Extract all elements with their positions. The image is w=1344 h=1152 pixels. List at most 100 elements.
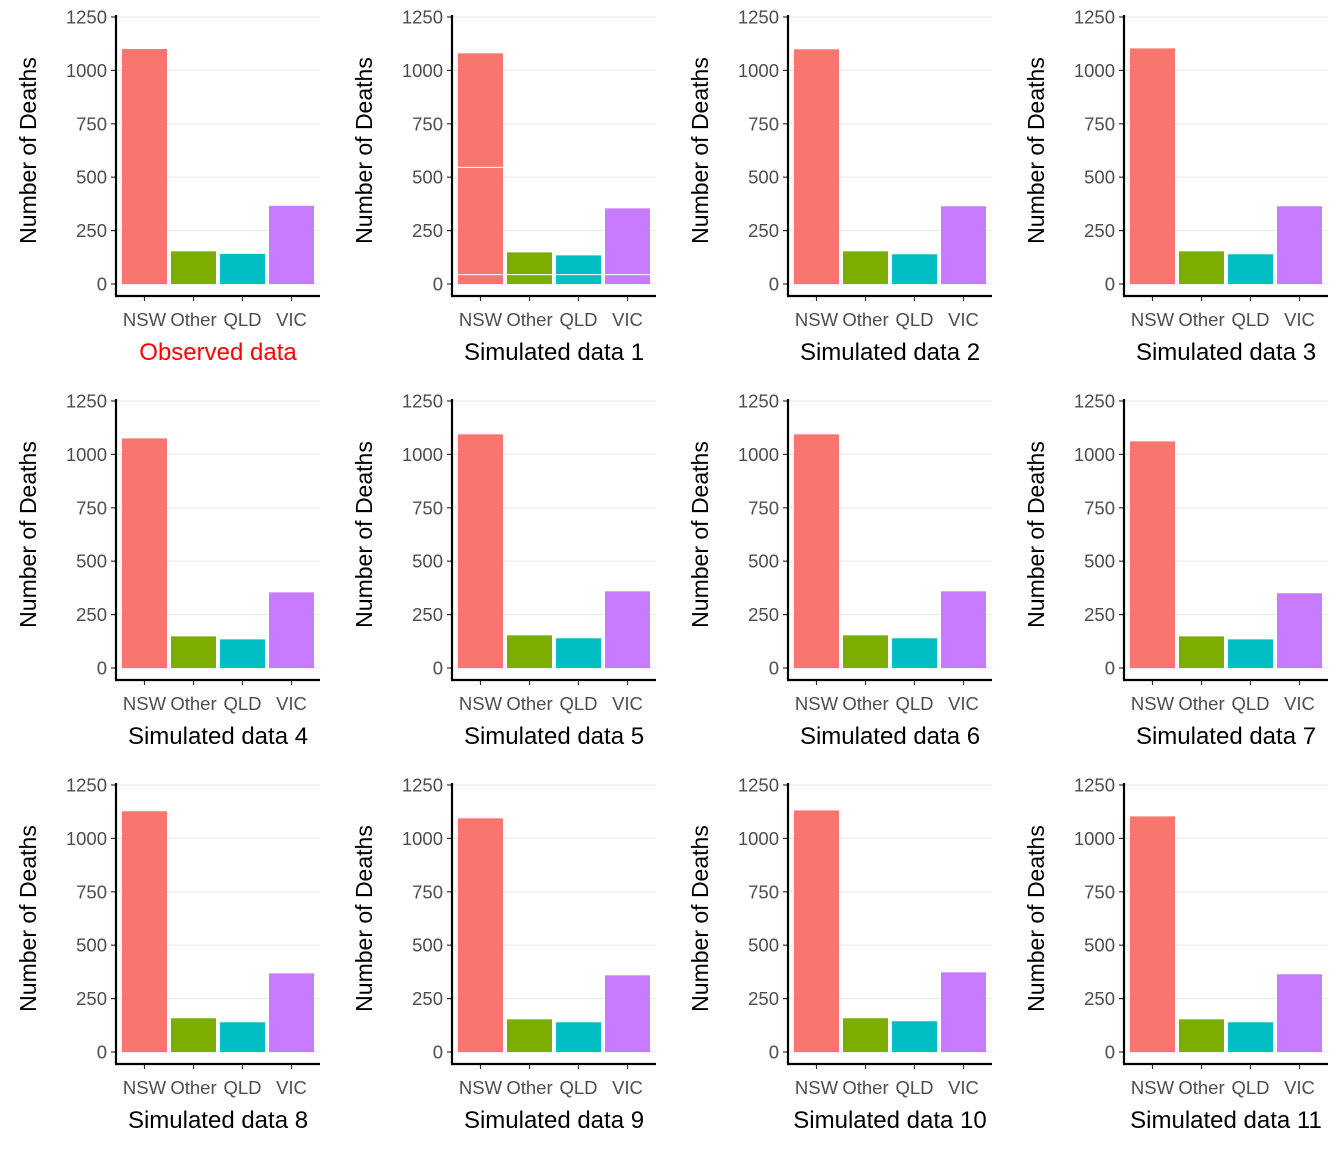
y-tick-label: 1000 (66, 60, 107, 81)
bar-vic (605, 975, 650, 1052)
y-tick-label: 250 (412, 988, 443, 1009)
y-axis-title: Number of Deaths (351, 441, 377, 628)
panel-title: Simulated data 8 (128, 1107, 308, 1134)
bar-vic (269, 592, 314, 668)
y-tick-label: 0 (433, 658, 443, 679)
x-tick-label: NSW (1131, 693, 1175, 714)
panel-title: Simulated data 6 (800, 723, 980, 750)
y-tick-label: 250 (748, 988, 779, 1009)
y-tick-label: 1000 (1074, 444, 1115, 465)
bar-vic (269, 973, 314, 1052)
y-tick-label: 0 (769, 1042, 779, 1063)
bar-qld (556, 1022, 601, 1052)
x-tick-label: Other (842, 309, 888, 330)
x-tick-label: VIC (948, 309, 979, 330)
y-tick-label: 750 (1084, 497, 1115, 518)
y-tick-label: 0 (1105, 658, 1115, 679)
y-tick-label: 1250 (402, 391, 443, 412)
y-tick-label: 750 (76, 881, 107, 902)
panel-title: Simulated data 9 (464, 1107, 644, 1134)
bar-other (843, 251, 888, 284)
y-tick-label: 1250 (738, 775, 779, 796)
panel-title: Simulated data 4 (128, 723, 308, 750)
x-tick-label: QLD (223, 1077, 261, 1098)
panel-0: 0 250 500 750 1000 1250 NSW Other QLD VIC Number o… (15, 7, 320, 366)
y-tick-label: 250 (76, 988, 107, 1009)
y-axis-title: Number of Deaths (687, 57, 713, 244)
y-tick-label: 500 (412, 935, 443, 956)
y-tick-label: 1000 (66, 444, 107, 465)
bar-qld (892, 254, 937, 284)
x-tick-label: QLD (559, 693, 597, 714)
y-tick-label: 1250 (66, 391, 107, 412)
bar-other (843, 635, 888, 668)
x-tick-label: Other (842, 693, 888, 714)
y-tick-label: 1250 (738, 391, 779, 412)
bar-qld (892, 1021, 937, 1052)
x-tick-label: QLD (895, 693, 933, 714)
y-tick-label: 500 (1084, 935, 1115, 956)
x-tick-label: Other (170, 1077, 216, 1098)
y-tick-label: 1000 (66, 828, 107, 849)
y-axis-title: Number of Deaths (351, 57, 377, 244)
panel-2: 0 250 500 750 1000 1250 NSW Other QLD VIC Number o… (687, 7, 992, 366)
x-tick-label: NSW (123, 1077, 167, 1098)
x-tick-label: QLD (559, 1077, 597, 1098)
bar-qld (556, 638, 601, 668)
panel-title: Simulated data 10 (793, 1107, 986, 1134)
x-tick-label: NSW (1131, 309, 1175, 330)
x-tick-label: Other (170, 693, 216, 714)
y-tick-label: 750 (76, 113, 107, 134)
y-tick-label: 1250 (1074, 775, 1115, 796)
y-tick-label: 1000 (402, 828, 443, 849)
x-tick-label: QLD (223, 693, 261, 714)
y-axis-title: Number of Deaths (687, 441, 713, 628)
y-tick-label: 500 (1084, 551, 1115, 572)
y-tick-label: 1250 (1074, 7, 1115, 28)
bar-nsw (794, 49, 839, 284)
bar-nsw (122, 49, 167, 284)
y-tick-label: 750 (412, 113, 443, 134)
y-tick-label: 250 (748, 220, 779, 241)
x-tick-label: QLD (1231, 1077, 1269, 1098)
bar-other (507, 1019, 552, 1052)
bar-vic (605, 591, 650, 668)
y-axis-title: Number of Deaths (1023, 825, 1049, 1012)
y-tick-label: 750 (76, 497, 107, 518)
bar-vic (605, 208, 650, 284)
panel-title: Simulated data 7 (1136, 723, 1316, 750)
y-tick-label: 1000 (1074, 828, 1115, 849)
panel-title: Simulated data 5 (464, 723, 644, 750)
x-tick-label: QLD (1231, 693, 1269, 714)
x-tick-label: Other (170, 309, 216, 330)
bar-other (171, 636, 216, 668)
x-tick-label: VIC (612, 309, 643, 330)
x-tick-label: QLD (895, 1077, 933, 1098)
y-tick-label: 250 (1084, 220, 1115, 241)
bar-other (1179, 251, 1224, 284)
y-axis-title: Number of Deaths (687, 825, 713, 1012)
y-tick-label: 1000 (402, 60, 443, 81)
bar-qld (220, 253, 265, 284)
panel-10: 0 250 500 750 1000 1250 NSW Other QLD VIC Number o… (687, 775, 992, 1134)
x-tick-label: VIC (276, 1077, 307, 1098)
bar-vic (941, 206, 986, 284)
panel-title: Simulated data 3 (1136, 339, 1316, 366)
y-tick-label: 0 (769, 658, 779, 679)
y-tick-label: 250 (412, 220, 443, 241)
bar-other (171, 1018, 216, 1052)
y-tick-label: 0 (433, 274, 443, 295)
x-tick-label: NSW (795, 309, 839, 330)
x-tick-label: QLD (223, 309, 261, 330)
y-tick-label: 750 (1084, 113, 1115, 134)
x-tick-label: NSW (123, 693, 167, 714)
panel-4: 0 250 500 750 1000 1250 NSW Other QLD VIC Number o… (15, 391, 320, 750)
bar-vic (1277, 974, 1322, 1052)
bar-other (507, 635, 552, 668)
x-tick-label: NSW (459, 1077, 503, 1098)
bar-qld (892, 638, 937, 668)
panel-6: 0 250 500 750 1000 1250 NSW Other QLD VIC Number o… (687, 391, 992, 750)
y-axis-title: Number of Deaths (15, 57, 41, 244)
y-tick-label: 0 (1105, 274, 1115, 295)
